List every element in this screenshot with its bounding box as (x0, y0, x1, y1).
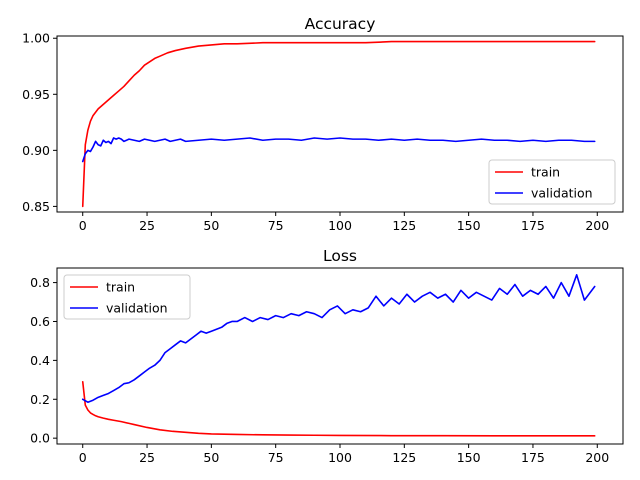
chart-1-y-tick-label: 0.0 (30, 431, 50, 446)
chart-1-x-tick-label: 50 (203, 450, 219, 465)
chart-0-x-tick-label: 175 (521, 218, 545, 233)
chart-0-title: Accuracy (305, 15, 376, 33)
chart-1-x-tick-label: 0 (79, 450, 87, 465)
chart-0-legend: train validation (488, 159, 616, 205)
chart-1-legend-label-validation: validation (106, 301, 168, 316)
chart-0-x-tick-label: 50 (203, 218, 219, 233)
chart-0-series-validation-line (81, 137, 596, 163)
chart-0-y-tick-label: 0.95 (22, 87, 50, 102)
chart-1: 0 25 50 75 100 125 150 175 200 0.0 0.2 0.4 0.6 0.8 Los… (30, 247, 624, 465)
chart-0-x-tick-label: 0 (79, 218, 87, 233)
chart-1-x-tick-label: 25 (139, 450, 155, 465)
chart-0-legend-label-validation: validation (531, 186, 593, 201)
chart-1-series-validation-line (81, 274, 596, 403)
chart-0-x-tick-label: 125 (392, 218, 416, 233)
chart-0-x-tick-label: 25 (139, 218, 155, 233)
chart-1-x-tick-label: 100 (328, 450, 352, 465)
chart-1-title: Loss (323, 247, 357, 265)
chart-0-x-tick-label: 75 (268, 218, 284, 233)
chart-1-series-train-line (81, 380, 596, 437)
chart-1-legend-label-train: train (106, 280, 135, 295)
chart-1-x-tick-label: 200 (585, 450, 609, 465)
chart-1-legend: train validation (63, 274, 191, 320)
chart-0-x-tick-label: 200 (585, 218, 609, 233)
chart-0-y-tick-label: 1.00 (22, 31, 50, 46)
chart-1-y-tick-label: 0.8 (30, 275, 50, 290)
chart-1-y-tick-label: 0.2 (30, 392, 50, 407)
chart-1-x-tick-label: 75 (268, 450, 284, 465)
chart-0: 0 25 50 75 100 125 150 175 200 0.85 0.90 0.95 1.00 Ac… (22, 15, 624, 233)
chart-0-y-tick-label: 0.90 (22, 143, 50, 158)
chart-1-x-tick-label: 125 (392, 450, 416, 465)
chart-0-series-train-line (81, 40, 596, 208)
chart-1-x-tick-label: 175 (521, 450, 545, 465)
chart-0-x-tick-label: 100 (328, 218, 352, 233)
chart-1-y-tick-label: 0.4 (30, 353, 50, 368)
chart-1-x-tick-label: 150 (457, 450, 481, 465)
chart-1-y-tick-label: 0.6 (30, 314, 50, 329)
chart-0-y-tick-label: 0.85 (22, 199, 50, 214)
chart-0-x-tick-label: 150 (457, 218, 481, 233)
chart-0-legend-label-train: train (531, 165, 560, 180)
